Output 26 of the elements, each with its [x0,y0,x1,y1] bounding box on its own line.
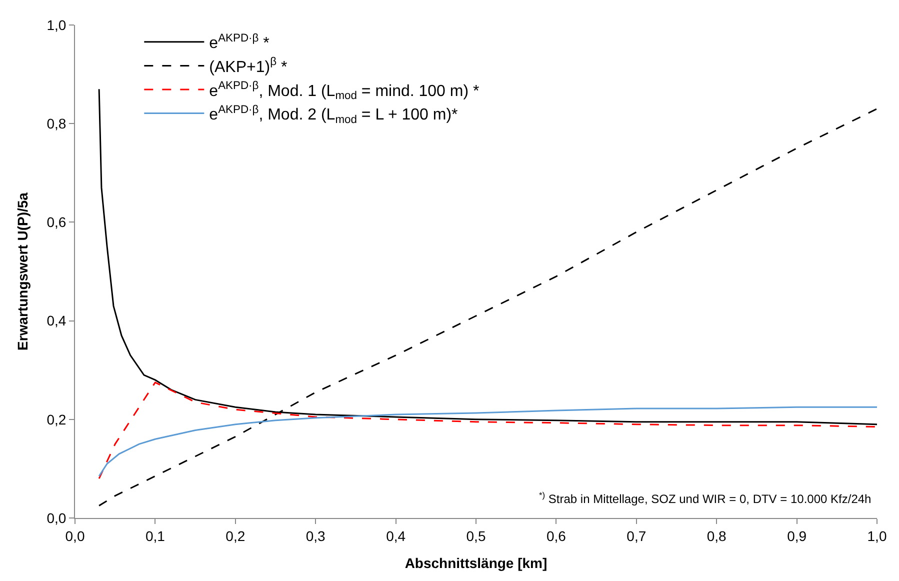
y-tick-label: 0,8 [46,116,66,132]
x-tick-label: 0,5 [466,528,486,544]
x-tick-label: 1,0 [867,528,887,544]
y-tick-label: 0,4 [46,312,66,329]
x-tick-label: 0,8 [706,528,727,544]
y-tick-label: 0,0 [46,510,66,526]
x-tick-label: 0,1 [145,528,166,544]
x-axis-title: Abschnittslänge [km] [404,555,548,572]
x-tick-label: 0,3 [306,528,326,544]
legend-label: (AKP+1)$^{β}$ * [209,56,288,76]
x-tick-label: 0,7 [626,528,646,544]
y-axis-title: Erwartungswert U(P)/5a [14,192,30,350]
legend-label: e$^{AKPD·β}$, Mod. 1 (L$_{mod}$ = mind. 100 m) * [209,80,480,102]
line-series [98,406,877,477]
x-tick-label: 0,6 [546,528,566,544]
y-tick-label: 0,2 [46,411,66,428]
x-tick-label: 0,2 [226,528,246,544]
legend-label: e$^{AKPD·β}$ * [209,32,270,52]
x-tick-label: 0,4 [386,528,406,544]
y-tick-label: 0,6 [46,214,66,230]
x-tick-label: 0,9 [787,528,807,544]
annotation: $^{*)}$ Strab in Mittellage, SOZ und WIR = 0, DTV = 10.000 Kfz/24h [539,490,872,506]
legend-label: e$^{AKPD·β}$, Mod. 2 (L$_{mod}$ = L + 100 m)* [209,104,458,126]
line-series [98,382,877,480]
x-tick-label: 0,0 [65,528,85,544]
y-tick-label: 1,0 [46,16,66,33]
